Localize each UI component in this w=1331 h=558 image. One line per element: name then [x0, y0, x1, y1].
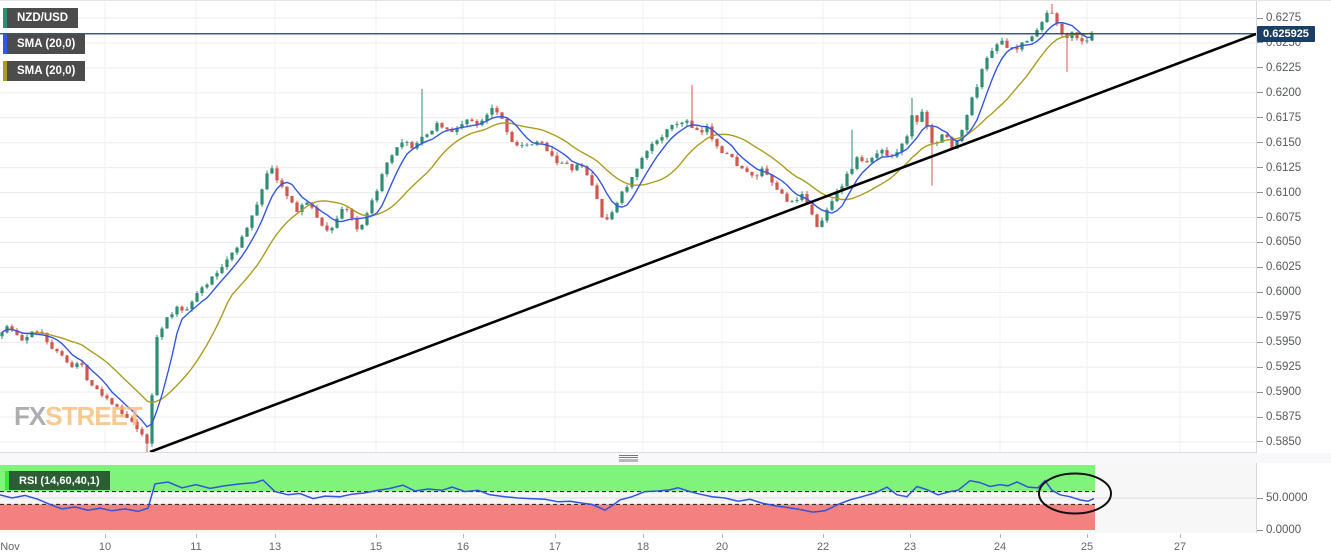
price-axis-label: 0.5900: [1266, 386, 1302, 399]
price-axis-tick: [1257, 142, 1263, 144]
time-axis-label: 10: [98, 541, 112, 553]
time-axis-tick: [555, 534, 556, 538]
main-chart-bottom-border: [0, 452, 1256, 453]
time-axis[interactable]: Nov 10 11 13 15 16 17 18 20 22 23 24 25 27: [0, 533, 1331, 558]
price-axis-tick: [1257, 366, 1263, 368]
price-axis-label: 0.5850: [1266, 435, 1302, 448]
price-axis-label: 0.6175: [1266, 111, 1302, 124]
time-axis-label: 20: [715, 541, 729, 553]
price-axis-tick: [1257, 416, 1263, 418]
price-axis-tick: [1257, 341, 1263, 343]
price-axis-label: 0.6000: [1266, 286, 1302, 299]
panel-resize-grip[interactable]: [619, 455, 638, 462]
main-chart-svg: [0, 1, 1256, 453]
price-axis-separator: [1256, 1, 1257, 453]
price-axis-tick: [1257, 192, 1263, 194]
price-axis-tick: [1257, 92, 1263, 94]
time-axis-tick: [722, 534, 723, 538]
rsi-axis-separator: [1256, 463, 1257, 533]
time-axis-label: 16: [456, 541, 470, 553]
sma-slow-badge[interactable]: SMA (20,0): [3, 61, 86, 81]
main-chart-canvas[interactable]: [0, 1, 1256, 453]
price-axis-label: 0.6100: [1266, 186, 1302, 199]
price-axis-tick: [1257, 316, 1263, 318]
price-axis-label: 0.6125: [1266, 161, 1302, 174]
time-axis-label: 17: [548, 541, 562, 553]
time-axis-label: 15: [369, 541, 383, 553]
price-axis-tick: [1257, 529, 1263, 531]
time-axis-tick: [463, 534, 464, 538]
current-price-label: 0.625925: [1257, 26, 1315, 42]
price-axis-label: 50.0000: [1266, 492, 1308, 504]
time-axis-label: 13: [268, 541, 282, 553]
price-axis-tick: [1257, 67, 1263, 69]
rsi-badge[interactable]: RSI (14,60,40,1): [5, 471, 110, 490]
time-axis-tick: [1087, 534, 1088, 538]
sma-slow-accent-bar: [3, 61, 7, 81]
price-axis-label: 0.5875: [1266, 411, 1302, 424]
price-axis-label: 0.6075: [1266, 211, 1302, 224]
price-axis-label: 0.6150: [1266, 136, 1302, 149]
sma-fast-label: SMA (20,0): [17, 38, 76, 50]
price-axis-label: 0.6050: [1266, 236, 1302, 249]
time-axis-tick: [105, 534, 106, 538]
time-axis-tick: [823, 534, 824, 538]
time-axis-label: 22: [816, 541, 830, 553]
rsi-panel-svg: [0, 463, 1256, 533]
price-axis-tick: [1257, 266, 1263, 268]
time-axis-label: 23: [903, 541, 917, 553]
price-axis-tick: [1257, 391, 1263, 393]
price-axis-label: 0.5925: [1266, 361, 1302, 374]
time-axis-tick: [275, 534, 276, 538]
time-axis-label: 27: [1173, 541, 1187, 553]
time-axis-label: 11: [190, 541, 202, 553]
time-axis-label: 25: [1080, 541, 1094, 553]
rsi-accent-bar: [5, 471, 9, 490]
rsi-label: RSI (14,60,40,1): [19, 474, 100, 487]
price-axis-label: 0.6275: [1266, 12, 1302, 24]
price-axis-tick: [1257, 241, 1263, 243]
price-axis-tick: [1257, 217, 1263, 219]
price-axis-tick: [1257, 497, 1263, 499]
price-axis[interactable]: 0.6275 0.6250 0.6225 0.6200 0.6175 0.6150 0.61…: [1256, 1, 1331, 536]
price-axis-label: 0.5950: [1266, 336, 1302, 349]
time-axis-tick: [1000, 534, 1001, 538]
price-axis-tick: [1257, 42, 1263, 44]
price-axis-tick: [1257, 117, 1263, 119]
time-axis-tick: [643, 534, 644, 538]
time-axis-label: Nov: [0, 541, 20, 553]
price-axis-tick: [1257, 291, 1263, 293]
time-axis-label: 18: [636, 541, 650, 553]
time-axis-label: 24: [993, 541, 1007, 553]
price-axis-label: 0.6025: [1266, 261, 1302, 274]
price-axis-label: 0.6225: [1266, 61, 1302, 74]
sma-slow-label: SMA (20,0): [17, 65, 76, 77]
panel-splitter: [0, 453, 1331, 463]
symbol-badge[interactable]: NZD/USD: [3, 8, 79, 28]
price-axis-tick: [1257, 167, 1263, 169]
price-axis-tick: [1257, 17, 1263, 19]
price-axis-label: 0.6200: [1266, 86, 1302, 99]
time-axis-tick: [1180, 534, 1181, 538]
price-axis-label: 0.5975: [1266, 311, 1302, 324]
rsi-panel-canvas[interactable]: [0, 463, 1256, 533]
time-axis-tick: [376, 534, 377, 538]
time-axis-tick: [196, 534, 197, 538]
price-axis-tick: [1257, 441, 1263, 443]
sma-fast-accent-bar: [3, 34, 7, 54]
symbol-label: NZD/USD: [17, 12, 69, 24]
symbol-accent-bar: [3, 8, 7, 28]
time-axis-tick: [910, 534, 911, 538]
sma-fast-badge[interactable]: SMA (20,0): [3, 34, 86, 54]
